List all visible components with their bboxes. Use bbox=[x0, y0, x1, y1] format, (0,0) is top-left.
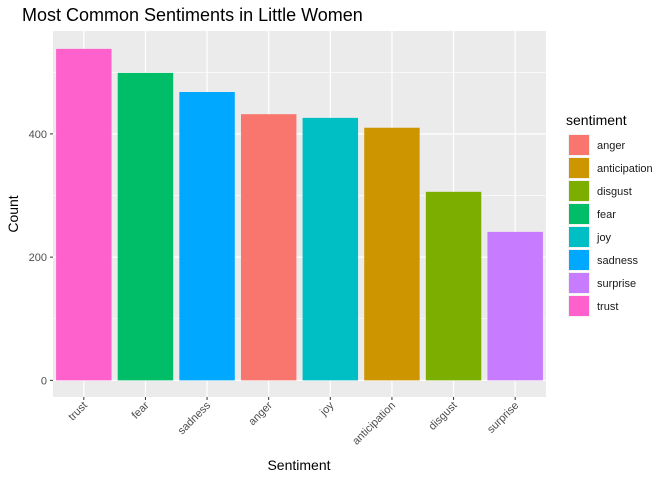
bar-joy bbox=[302, 117, 359, 381]
x-tick-label-anticipation: anticipation bbox=[350, 400, 398, 448]
y-axis-ticks: 0 200 400 bbox=[29, 129, 53, 387]
bar-fear bbox=[117, 72, 174, 381]
x-tick-label-trust: trust bbox=[66, 400, 90, 424]
y-tick-label: 200 bbox=[29, 252, 47, 264]
legend-label-surprise: surprise bbox=[597, 278, 636, 290]
y-tick-label: 0 bbox=[41, 375, 47, 387]
x-tick-label-joy: joy bbox=[317, 399, 336, 418]
legend-swatch-joy bbox=[569, 227, 589, 247]
bar-trust bbox=[56, 48, 112, 381]
legend-swatch-surprise bbox=[569, 273, 589, 293]
legend-label-fear: fear bbox=[597, 209, 616, 221]
x-tick-label-fear: fear bbox=[130, 399, 152, 421]
legend-swatch-anticipation bbox=[569, 158, 589, 178]
bar-anticipation bbox=[364, 127, 420, 381]
x-tick-label-surprise: surprise bbox=[485, 400, 521, 436]
chart-title: Most Common Sentiments in Little Women bbox=[22, 5, 363, 25]
legend-label-sadness: sadness bbox=[597, 255, 638, 267]
legend-label-anticipation: anticipation bbox=[597, 163, 653, 175]
bar-surprise bbox=[487, 231, 543, 381]
bar-sadness bbox=[179, 92, 235, 381]
legend-swatch-anger bbox=[569, 135, 589, 155]
x-tick-label-sadness: sadness bbox=[176, 399, 214, 437]
y-axis-title: Count bbox=[5, 195, 21, 232]
bar-disgust bbox=[425, 191, 482, 381]
bars bbox=[56, 48, 543, 381]
y-tick-label: 400 bbox=[29, 129, 47, 141]
legend-swatch-trust bbox=[569, 296, 589, 316]
legend-label-disgust: disgust bbox=[597, 186, 632, 198]
legend-label-joy: joy bbox=[596, 232, 612, 244]
legend-swatch-disgust bbox=[569, 181, 589, 201]
x-axis-ticks: trust fear sadness anger joy anticipation disg… bbox=[66, 397, 521, 447]
x-tick-label-disgust: disgust bbox=[427, 400, 460, 433]
bar-anger bbox=[240, 114, 297, 381]
legend: sentiment anger anticipation disgust fear jo… bbox=[566, 112, 653, 317]
legend-label-trust: trust bbox=[597, 301, 618, 313]
x-axis-title: Sentiment bbox=[267, 457, 330, 473]
x-tick-label-anger: anger bbox=[246, 399, 275, 428]
legend-swatch-sadness bbox=[569, 250, 589, 270]
legend-swatch-fear bbox=[569, 204, 589, 224]
legend-title: sentiment bbox=[566, 112, 627, 128]
legend-label-anger: anger bbox=[597, 140, 625, 152]
